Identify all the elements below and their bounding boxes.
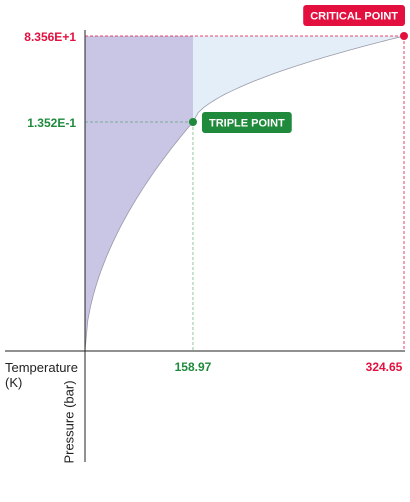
y-tick-label: 1.352E-1 bbox=[27, 116, 76, 130]
y-axis-label: Pressure (bar) bbox=[61, 380, 76, 463]
point-label: TRIPLE POINT bbox=[209, 117, 285, 129]
solid-region bbox=[85, 36, 193, 351]
badge-bg bbox=[303, 5, 405, 26]
point-badge: TRIPLE POINT bbox=[201, 111, 292, 133]
x-tick-label: 324.65 bbox=[366, 360, 403, 374]
phase-point bbox=[188, 117, 197, 126]
point-badge: CRITICAL POINT bbox=[303, 5, 405, 26]
liquid-region bbox=[192, 36, 404, 122]
y-tick-label: 8.356E+1 bbox=[24, 30, 76, 44]
x-axis-label: Temperature (K) bbox=[5, 360, 78, 390]
phase-point bbox=[400, 32, 408, 40]
badge-bg bbox=[201, 111, 292, 133]
x-tick-label: 158.97 bbox=[175, 360, 212, 374]
point-label: CRITICAL POINT bbox=[310, 10, 398, 22]
